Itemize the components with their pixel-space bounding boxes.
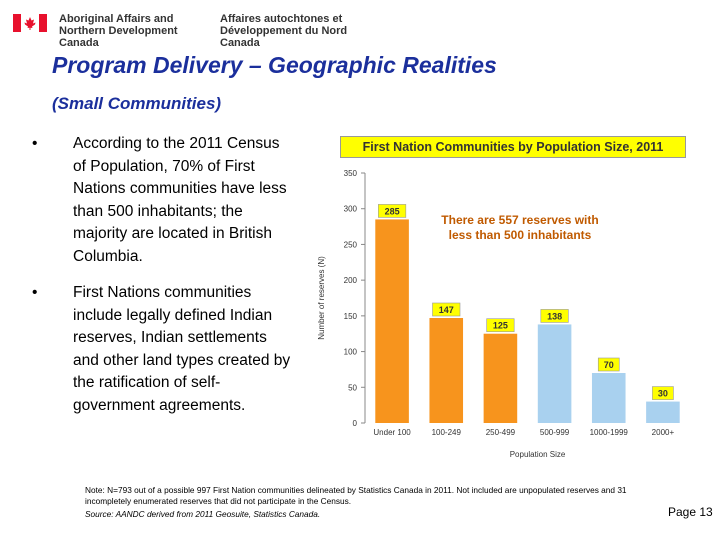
canada-flag-icon <box>13 14 47 32</box>
footnote-source: Source: AANDC derived from 2011 Geosuite… <box>85 509 321 519</box>
annotation-line1: There are 557 reserves with <box>441 213 599 227</box>
bullet-item: • According to the 2011 Census of Popula… <box>30 133 295 268</box>
x-axis-label: Population Size <box>510 450 566 459</box>
slide-subtitle: (Small Communities) <box>52 94 222 113</box>
value-label-box <box>597 357 620 372</box>
footnote: Note: N=793 out of a possible 997 First … <box>85 485 645 520</box>
footnote-text: Note: N=793 out of a possible 997 First … <box>85 485 627 506</box>
bar-4 <box>537 324 572 423</box>
y-tick-label: 200 <box>344 276 358 285</box>
value-label: 30 <box>658 389 668 399</box>
chart-title: First Nation Communities by Population S… <box>340 136 686 158</box>
bar-5 <box>591 373 626 423</box>
y-axis-label: Number of reserves (N) <box>317 256 326 340</box>
x-tick-label: 500-999 <box>540 428 570 437</box>
value-label-box <box>652 386 674 400</box>
annotation-line2: less than 500 inhabitants <box>448 228 592 242</box>
y-tick-label: 100 <box>344 348 358 357</box>
value-label: 138 <box>547 311 562 321</box>
bar-3 <box>483 333 518 423</box>
dept-en-line2: Northern Development Canada <box>59 25 178 49</box>
bar-chart: 0 50 100 150 200 250 300 350 Number of reserves … <box>317 169 680 459</box>
bullet-item: • First Nations communities include lega… <box>30 282 295 417</box>
y-tick-label: 250 <box>344 240 358 249</box>
dept-fr-line1: Affaires autochtones et <box>220 13 343 25</box>
value-label: 285 <box>385 206 400 216</box>
x-tick-label: 250-499 <box>486 428 516 437</box>
x-tick-label: Under 100 <box>373 428 411 437</box>
y-tick-label: 0 <box>353 419 358 428</box>
value-label: 125 <box>493 321 508 331</box>
chart-annotation: There are 557 reserves with less than 50… <box>420 213 620 243</box>
bullet-text: First Nations communities include legall… <box>73 284 291 414</box>
dept-en-line1: Aboriginal Affairs and <box>59 13 174 25</box>
value-label-box <box>486 318 515 333</box>
x-tick-label: 1000-1999 <box>590 428 629 437</box>
y-tick-label: 350 <box>344 169 358 178</box>
y-tick-label: 300 <box>344 205 358 214</box>
department-name-english: Aboriginal Affairs and Northern Developm… <box>59 13 209 49</box>
page-number: Page 13 <box>668 505 713 519</box>
value-label: 147 <box>439 305 454 315</box>
bullet-dot: • <box>32 135 38 152</box>
value-label-box <box>378 204 407 218</box>
bullet-list: • According to the 2011 Census of Popula… <box>30 133 295 431</box>
header-banner: Aboriginal Affairs and Northern Developm… <box>0 0 720 49</box>
x-tick-label: 100-249 <box>432 428 462 437</box>
y-tick-label: 150 <box>344 312 358 321</box>
x-tick-label: 2000+ <box>652 428 675 437</box>
value-label-box <box>432 302 461 317</box>
bar-2 <box>429 318 464 423</box>
bullet-text: According to the 2011 Census of Populati… <box>73 135 287 265</box>
y-tick-label: 50 <box>348 383 357 392</box>
bar-6 <box>646 401 680 423</box>
value-label-box <box>540 309 569 323</box>
slide-title: Program Delivery – Geographic Realities <box>52 52 497 78</box>
bullet-dot: • <box>32 284 38 301</box>
dept-fr-line2: Développement du Nord Canada <box>220 25 348 49</box>
bar-1 <box>375 219 409 423</box>
department-name-french: Affaires autochtones et Développement du… <box>220 13 380 49</box>
value-label: 70 <box>604 360 614 370</box>
